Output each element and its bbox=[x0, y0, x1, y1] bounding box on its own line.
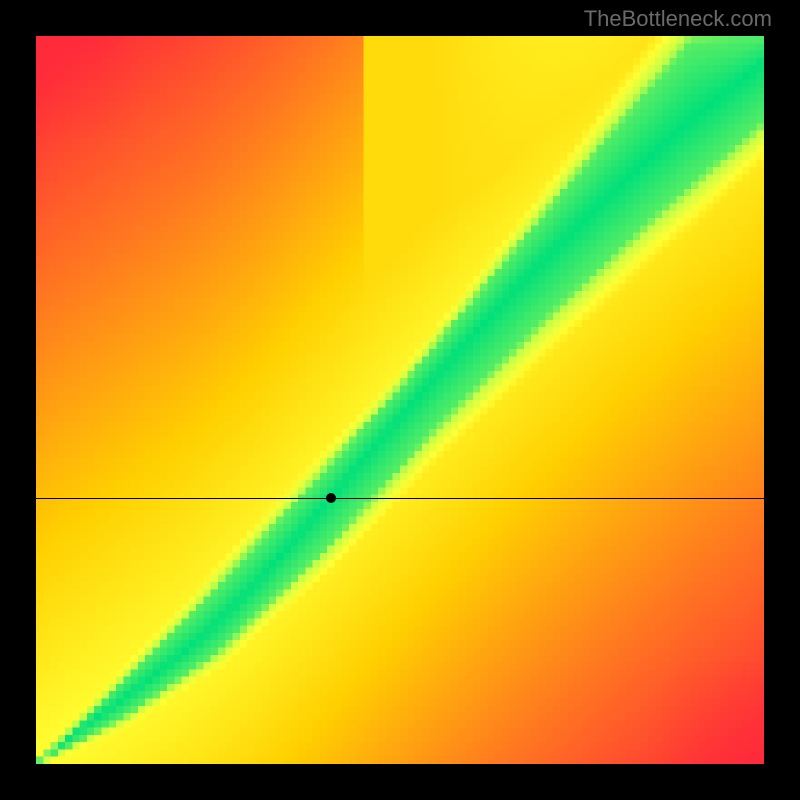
crosshair-horizontal bbox=[36, 498, 764, 499]
crosshair-marker bbox=[326, 493, 336, 503]
heatmap-canvas bbox=[36, 36, 764, 764]
heatmap-plot-area bbox=[36, 36, 764, 764]
watermark-text: TheBottleneck.com bbox=[584, 6, 772, 32]
